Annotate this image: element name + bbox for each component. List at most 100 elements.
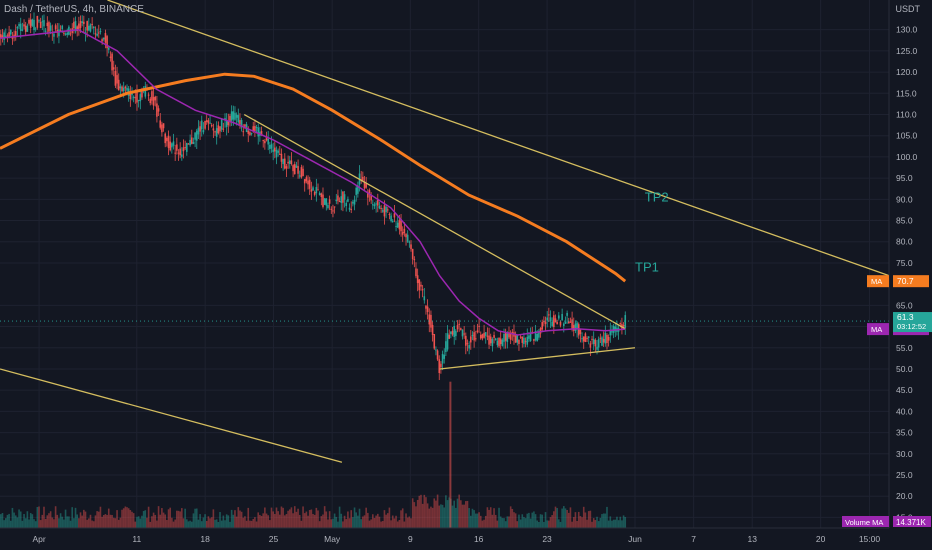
candle-body xyxy=(587,336,590,338)
volume-bar xyxy=(1,513,4,528)
candle-body xyxy=(504,332,507,341)
candle-body xyxy=(94,33,97,35)
volume-bar xyxy=(280,506,283,528)
candle-body xyxy=(34,28,37,30)
candle-body xyxy=(539,328,542,334)
volume-bar xyxy=(18,509,20,528)
candle-body xyxy=(44,30,47,32)
candle-body xyxy=(418,279,421,291)
candle-body xyxy=(229,115,231,123)
volume-bar xyxy=(553,511,555,528)
candle-body xyxy=(473,332,475,341)
candle-body xyxy=(78,23,80,30)
candle-body xyxy=(21,29,24,31)
candle-body xyxy=(152,97,155,106)
volume-bar xyxy=(340,513,343,528)
volume-bar xyxy=(237,507,240,528)
price-tick-label: 50.0 xyxy=(896,364,913,374)
candle-body xyxy=(305,177,308,182)
candle-body xyxy=(569,321,572,323)
volume-bar xyxy=(322,514,324,528)
volume-bar xyxy=(503,518,505,528)
candle-body xyxy=(313,192,316,195)
candle-body xyxy=(317,189,319,191)
volume-bar xyxy=(481,520,484,528)
candle-body xyxy=(365,183,367,188)
time-tick-label: Apr xyxy=(32,534,45,544)
candle-body xyxy=(521,336,524,343)
candle-body xyxy=(589,343,592,348)
candle-body xyxy=(264,140,266,144)
candle-body xyxy=(220,119,223,130)
volume-bar xyxy=(94,515,97,528)
volume-bar xyxy=(491,514,494,528)
candle-body xyxy=(214,131,216,133)
candle-body xyxy=(453,325,455,337)
candle-body xyxy=(416,275,419,283)
candle-body xyxy=(242,131,245,133)
volume-bar xyxy=(373,517,376,528)
candle-body xyxy=(176,144,178,151)
candle-body xyxy=(210,124,213,127)
candle-body xyxy=(18,24,20,27)
price-tick-label: 120.0 xyxy=(896,67,918,77)
volume-bar xyxy=(298,514,301,528)
candle-body xyxy=(199,126,201,132)
time-tick-label: 16 xyxy=(474,534,484,544)
ma-slow-tag-bg xyxy=(867,275,889,288)
volume-bar xyxy=(524,518,527,528)
volume-bar xyxy=(403,521,406,528)
candle-body xyxy=(325,198,328,206)
volume-bar xyxy=(53,519,55,528)
candle-body xyxy=(137,99,140,101)
volume-bar xyxy=(400,510,402,528)
volume-bar xyxy=(74,507,77,528)
candle-body xyxy=(141,90,143,98)
volume-bar xyxy=(425,497,427,528)
candle-body xyxy=(302,168,304,177)
candle-body xyxy=(177,152,180,154)
candle-body xyxy=(200,120,203,130)
volume-bar xyxy=(435,500,437,528)
candle-body xyxy=(96,33,98,36)
volume-bar xyxy=(129,510,132,528)
volume-bar xyxy=(197,519,200,528)
volume-bar xyxy=(396,521,399,528)
candle-body xyxy=(353,199,356,205)
volume-bar xyxy=(376,513,379,528)
volume-bar xyxy=(21,520,24,528)
candle-body xyxy=(124,86,127,89)
candle-body xyxy=(599,337,602,339)
volume-bar xyxy=(533,511,535,528)
volume-bar xyxy=(116,510,118,528)
candle-body xyxy=(315,187,318,194)
volume-bar xyxy=(415,506,417,528)
volume-bar xyxy=(184,508,186,528)
volume-bar xyxy=(302,506,304,528)
volume-bar xyxy=(78,518,80,528)
candle-body xyxy=(443,354,446,359)
volume-bar xyxy=(220,520,223,528)
candle-body xyxy=(166,137,168,142)
candle-body xyxy=(9,29,12,35)
volume-bar xyxy=(395,515,397,528)
candle-body xyxy=(252,126,255,132)
volume-bar xyxy=(365,507,367,528)
volume-bar xyxy=(282,507,284,528)
volume-bar xyxy=(93,521,95,528)
volume-bar xyxy=(461,504,464,528)
volume-bar xyxy=(41,514,44,528)
volume-bar xyxy=(259,514,261,528)
volume-bar xyxy=(534,514,537,528)
volume-bar xyxy=(96,511,98,528)
candle-body xyxy=(293,164,296,175)
ma-slow-value-bg xyxy=(893,275,929,288)
volume-bar xyxy=(59,513,62,528)
candle-body xyxy=(69,33,72,35)
volume-bar xyxy=(581,517,583,528)
candle-body xyxy=(561,313,563,321)
volume-bar xyxy=(300,520,303,528)
candle-body xyxy=(104,33,107,43)
candle-body xyxy=(26,25,29,32)
